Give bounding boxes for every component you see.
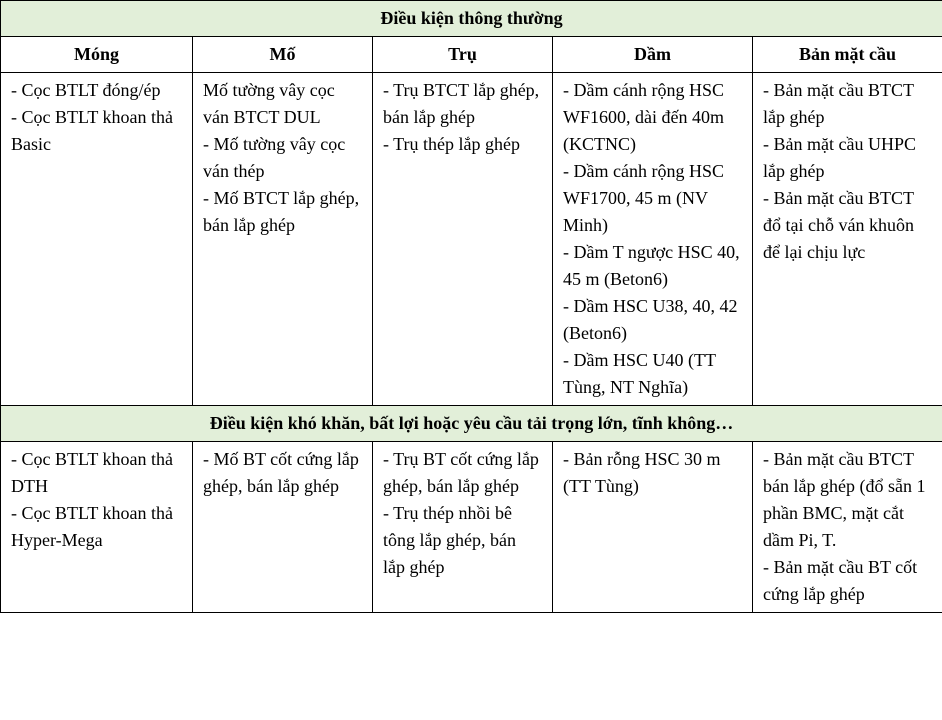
section2-title: Điều kiện khó khăn, bất lợi hoặc yêu cầu…	[1, 406, 942, 442]
col-header-mong: Móng	[1, 37, 193, 73]
text-line: - Bản rỗng HSC 30 m (TT Tùng)	[563, 446, 742, 500]
text-line: Mố tường vây cọc ván BTCT DUL	[203, 77, 362, 131]
text-line: - Dầm cánh rộng HSC WF1700, 45 m (NV Min…	[563, 158, 742, 239]
text-line: - Mố tường vây cọc ván thép	[203, 131, 362, 185]
text-line: - Bản mặt cầu UHPC lắp ghép	[763, 131, 932, 185]
text-line: - Cọc BTLT khoan thả Hyper-Mega	[11, 500, 182, 554]
cell-s2-mong: - Cọc BTLT khoan thả DTH - Cọc BTLT khoa…	[1, 442, 193, 613]
text-line: - Dầm HSC U38, 40, 42 (Beton6)	[563, 293, 742, 347]
cell-s2-tru: - Trụ BT cốt cứng lắp ghép, bán lắp ghép…	[373, 442, 553, 613]
section2-data-row: - Cọc BTLT khoan thả DTH - Cọc BTLT khoa…	[1, 442, 942, 613]
col-header-tru: Trụ	[373, 37, 553, 73]
text-line: - Bản mặt cầu BT cốt cứng lắp ghép	[763, 554, 932, 608]
cell-s1-dam: - Dầm cánh rộng HSC WF1600, dài đến 40m …	[553, 73, 753, 406]
text-line: - Mố BT cốt cứng lắp ghép, bán lắp ghép	[203, 446, 362, 500]
col-header-mo: Mố	[193, 37, 373, 73]
text-line: - Dầm HSC U40 (TT Tùng, NT Nghĩa)	[563, 347, 742, 401]
section1-title: Điều kiện thông thường	[1, 1, 942, 37]
text-line: - Dầm T ngược HSC 40, 45 m (Beton6)	[563, 239, 742, 293]
structure-table: Điều kiện thông thường Móng Mố Trụ Dầm B…	[0, 0, 942, 613]
cell-s1-tru: - Trụ BTCT lắp ghép, bán lắp ghép - Trụ …	[373, 73, 553, 406]
text-line: - Trụ BTCT lắp ghép, bán lắp ghép	[383, 77, 542, 131]
section2-header-row: Điều kiện khó khăn, bất lợi hoặc yêu cầu…	[1, 406, 942, 442]
cell-s1-mo: Mố tường vây cọc ván BTCT DUL - Mố tường…	[193, 73, 373, 406]
text-line: - Dầm cánh rộng HSC WF1600, dài đến 40m …	[563, 77, 742, 158]
cell-s1-mong: - Cọc BTLT đóng/ép - Cọc BTLT khoan thả …	[1, 73, 193, 406]
text-line: - Trụ thép lắp ghép	[383, 131, 542, 158]
cell-s2-mo: - Mố BT cốt cứng lắp ghép, bán lắp ghép	[193, 442, 373, 613]
cell-s2-dam: - Bản rỗng HSC 30 m (TT Tùng)	[553, 442, 753, 613]
text-line: - Bản mặt cầu BTCT đổ tại chỗ ván khuôn …	[763, 185, 932, 266]
section1-header-row: Điều kiện thông thường	[1, 1, 942, 37]
text-line: - Trụ BT cốt cứng lắp ghép, bán lắp ghép	[383, 446, 542, 500]
column-header-row: Móng Mố Trụ Dầm Bản mặt cầu	[1, 37, 942, 73]
text-line: - Bản mặt cầu BTCT lắp ghép	[763, 77, 932, 131]
col-header-dam: Dầm	[553, 37, 753, 73]
section1-data-row: - Cọc BTLT đóng/ép - Cọc BTLT khoan thả …	[1, 73, 942, 406]
text-line: - Cọc BTLT khoan thả Basic	[11, 104, 182, 158]
cell-s1-ban: - Bản mặt cầu BTCT lắp ghép - Bản mặt cầ…	[753, 73, 942, 406]
text-line: - Mố BTCT lắp ghép, bán lắp ghép	[203, 185, 362, 239]
text-line: - Cọc BTLT đóng/ép	[11, 77, 182, 104]
text-line: - Bản mặt cầu BTCT bán lắp ghép (đổ sẵn …	[763, 446, 932, 554]
text-line: - Trụ thép nhồi bê tông lắp ghép, bán lắ…	[383, 500, 542, 581]
cell-s2-ban: - Bản mặt cầu BTCT bán lắp ghép (đổ sẵn …	[753, 442, 942, 613]
col-header-ban: Bản mặt cầu	[753, 37, 942, 73]
text-line: - Cọc BTLT khoan thả DTH	[11, 446, 182, 500]
